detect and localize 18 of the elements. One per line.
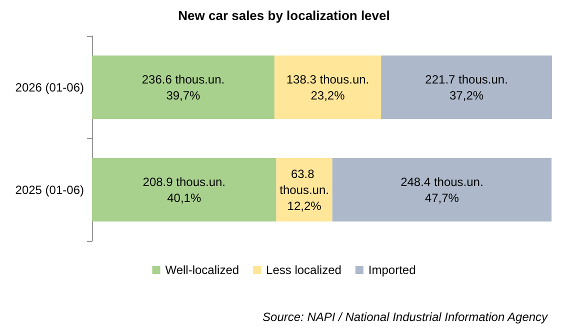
data-label: 248.4 thous.un. 47,7% [400, 174, 484, 205]
data-label: 208.9 thous.un. 40,1% [142, 174, 226, 205]
source-note: Source: NAPI / National Industrial Information Agency [262, 310, 549, 324]
y-tick-label: 2026 (01-06) [15, 80, 84, 94]
bar [332, 158, 552, 222]
bar [381, 55, 552, 120]
data-label: 221.7 thous.un. 37,2% [425, 72, 508, 102]
data-label: 138.3 thous.un. 23,2% [286, 72, 370, 102]
data-label: 236.6 thous.un. 39,7% [142, 72, 225, 102]
legend-label: Imported [368, 263, 416, 277]
bar [92, 55, 274, 120]
legend-label: Less localized [266, 263, 342, 277]
y-tick-label: 2025 (01-06) [15, 182, 84, 197]
bar [92, 158, 276, 222]
chart-title: New car sales by localization level [178, 8, 390, 23]
legend-label: Well-localized [165, 263, 240, 277]
data-label: 63.8 thous.un. 12,2% [280, 166, 329, 213]
bar [274, 55, 382, 120]
